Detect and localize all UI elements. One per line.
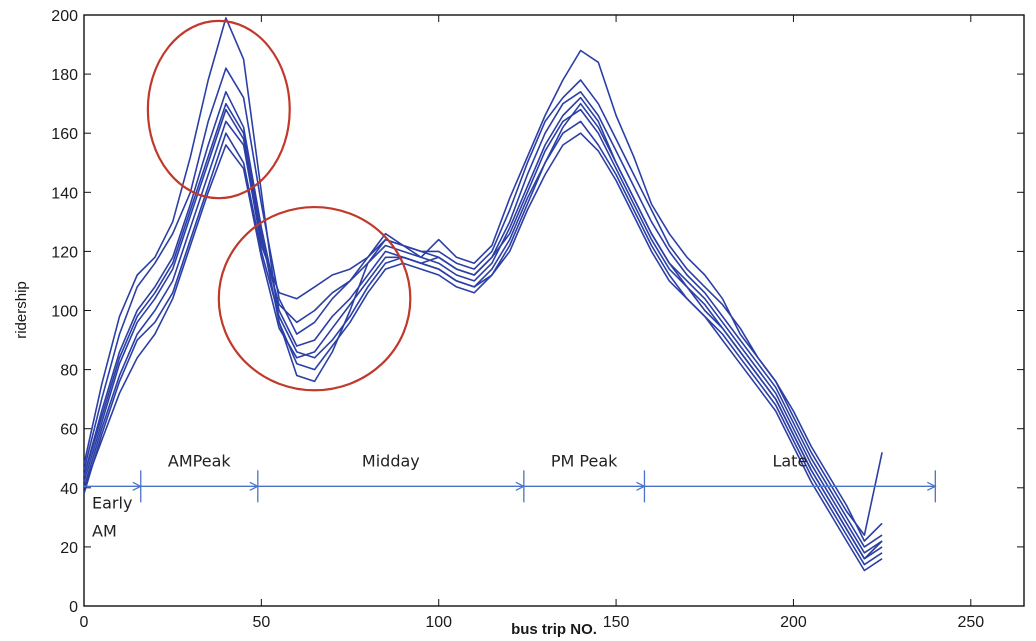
phase-label: AMPeak <box>168 451 231 470</box>
y-tick-label: 20 <box>60 540 78 557</box>
y-axis-label: ridership <box>13 281 30 339</box>
phase-label: Late <box>772 451 807 470</box>
phase-label: Midday <box>362 451 420 470</box>
x-tick-label: 200 <box>780 614 807 631</box>
series-line-6 <box>83 120 883 566</box>
highlight-ellipse <box>146 19 291 200</box>
plot-frame <box>83 14 1025 607</box>
series-line-4 <box>83 96 883 554</box>
highlight-circles <box>146 19 412 392</box>
phase-arrowhead <box>515 481 526 491</box>
series-lines <box>83 17 883 572</box>
x-tick-label: 250 <box>957 614 984 631</box>
x-tick-label: 0 <box>80 614 89 631</box>
y-axis-ticks: 0 20 40 60 80 100 120 140 160 180 200 <box>51 8 1024 616</box>
y-tick-label: 60 <box>60 422 78 439</box>
x-tick-label: 50 <box>252 614 270 631</box>
y-tick-label: 140 <box>51 185 78 202</box>
x-tick-label: 150 <box>603 614 630 631</box>
y-tick-label: 120 <box>51 244 78 261</box>
series-line-8 <box>83 132 883 572</box>
y-tick-label: 100 <box>51 304 78 321</box>
series-line-2 <box>83 67 883 542</box>
phase-annotations: Early AMPeak Midday PM Peak Late AM <box>84 451 937 540</box>
y-tick-label: 40 <box>60 481 78 498</box>
series-line-1 <box>83 17 883 536</box>
highlight-ellipse <box>217 205 412 392</box>
phase-label: Early <box>92 493 132 512</box>
x-axis-ticks: 0 50 100 150 200 250 <box>80 15 984 631</box>
phase-label: PM Peak <box>551 451 618 470</box>
phase-arrowhead <box>132 481 143 491</box>
phase-sublabel: AM <box>92 521 117 540</box>
y-tick-label: 80 <box>60 363 78 380</box>
phase-arrowhead <box>927 481 937 491</box>
x-axis-label: bus trip NO. <box>511 621 597 638</box>
phase-arrowhead <box>636 481 646 491</box>
x-tick-label: 100 <box>425 614 452 631</box>
y-tick-label: 180 <box>51 67 78 84</box>
y-tick-label: 160 <box>51 126 78 143</box>
phase-arrowhead <box>249 481 260 491</box>
y-tick-label: 200 <box>51 8 78 25</box>
series-line-7 <box>83 102 883 560</box>
y-tick-label: 0 <box>69 599 78 616</box>
